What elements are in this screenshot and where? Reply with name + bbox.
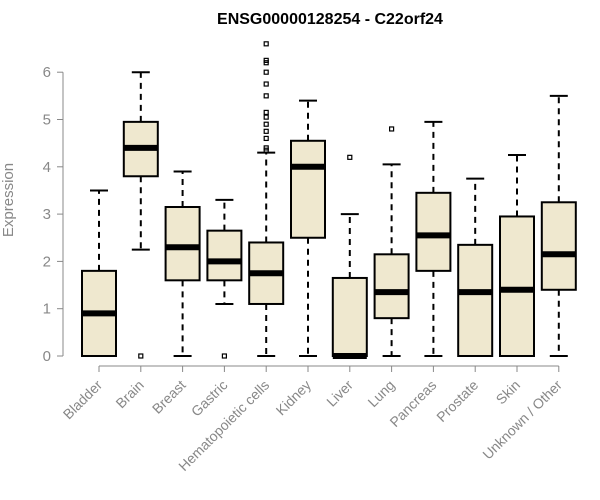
x-tick-label: Breast [149,377,189,417]
y-tick-label: 5 [43,112,51,129]
iqr-box [290,139,326,239]
iqr-box [499,215,535,357]
chart-title: ENSG00000128254 - C22orf24 [217,11,443,28]
iqr-box [206,229,243,282]
iqr-box [457,243,494,357]
outlier-point [263,135,269,142]
iqr-box [164,206,201,282]
outlier-point [263,128,269,134]
outlier-point [263,114,269,120]
outlier-point [263,69,269,75]
outlier-point [263,121,269,127]
outlier-point [138,353,144,359]
y-tick-label: 3 [43,206,51,223]
outlier-point [263,93,269,99]
y-tick-label: 0 [43,348,51,365]
x-tick-label: Lung [364,377,397,410]
x-tick-label: Kidney [273,377,315,419]
y-tick-label: 1 [43,301,51,318]
y-tick-label: 2 [43,253,51,270]
outlier-point [347,154,353,160]
x-tick-label: Liver [323,377,356,410]
iqr-box [331,276,368,357]
outlier-point [263,57,269,63]
outlier-point [221,353,227,359]
y-tick-label: 6 [43,64,51,81]
iqr-box [373,253,410,320]
iqr-box [415,191,452,272]
x-tick-label: Prostate [433,377,481,425]
outlier-point [263,81,269,87]
x-tick-label: Skin [493,377,524,408]
outlier-point [263,41,269,47]
y-tick-label: 4 [43,159,51,176]
outlier-point [263,145,269,151]
y-axis-label: Expression [0,163,17,237]
iqr-box [540,201,577,291]
x-tick-label: Bladder [60,377,106,423]
outlier-point [263,109,269,116]
x-tick-label: Unknown / Other [479,377,565,463]
outlier-point [389,126,395,132]
x-tick-label: Brain [112,377,146,411]
